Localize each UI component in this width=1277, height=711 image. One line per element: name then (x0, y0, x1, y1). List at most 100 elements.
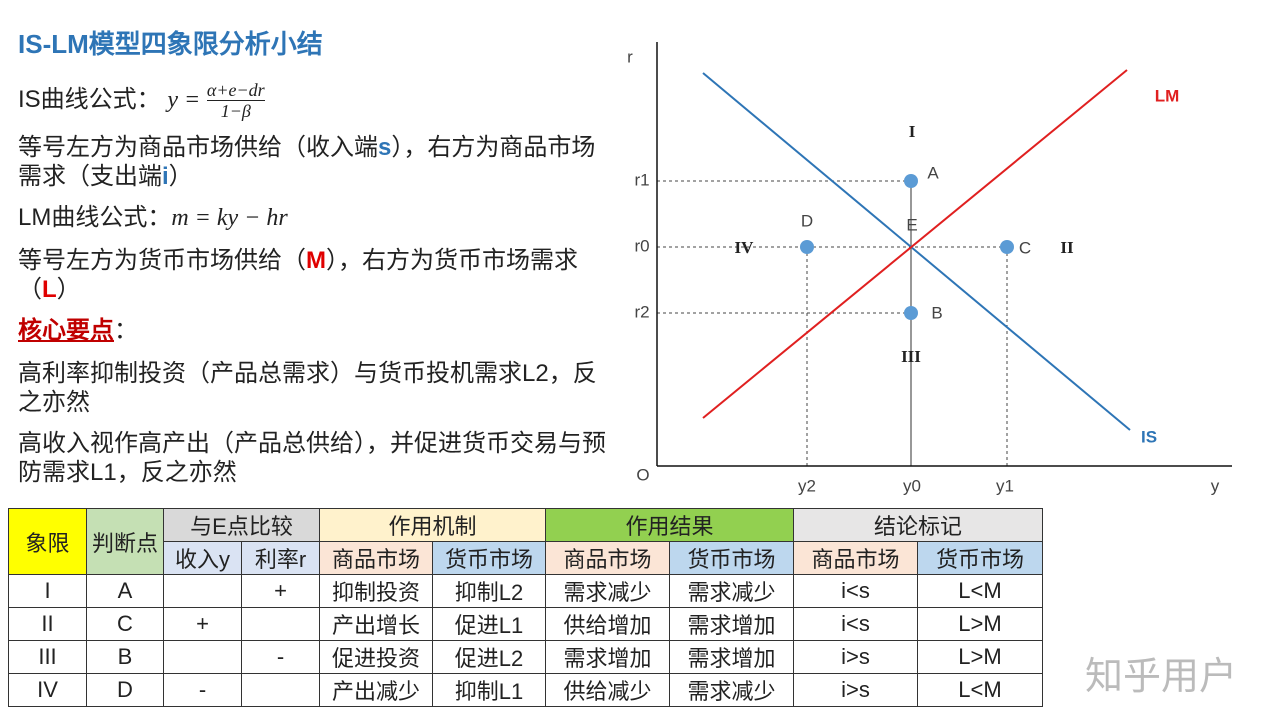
point2: 高收入视作高产出（产品总供给），并促进货币交易与预防需求L1，反之亦然 (18, 430, 606, 486)
para2: 等号左方为货币市场供给（M），右方为货币市场需求（L） (18, 246, 613, 304)
lm-formula: LM曲线公式：m = ky − hr (18, 203, 613, 233)
header-cell: 判断点 (86, 508, 164, 575)
header-row: 象限 判断点 与E点比较 作用机制 作用结果 结论标记 (8, 508, 1043, 575)
row: I A + 抑制投资 抑制L2 需求减少 需求减少 i<s L<M (8, 574, 1043, 608)
cell: - (163, 673, 242, 707)
cell: 需求增加 (669, 640, 794, 674)
cell: + (163, 607, 242, 641)
tick: r1 (634, 170, 649, 189)
tick: r0 (634, 236, 649, 255)
cell: 需求减少 (669, 574, 794, 608)
cell: 促进L2 (432, 640, 546, 674)
cell: 促进投资 (319, 640, 433, 674)
header-cell: 作用机制 (319, 508, 546, 542)
text: 等号左方为商品市场供给（收入端 (18, 134, 378, 161)
row: II C + 产出增长 促进L1 供给增加 需求增加 i<s L>M (8, 607, 1043, 641)
r-label: r (627, 47, 633, 66)
cell: 需求减少 (545, 574, 670, 608)
quadrant: IV (735, 238, 755, 257)
m: M (306, 247, 326, 274)
lm-curve (702, 69, 1128, 419)
text: ），右方为货币市场需求（ (18, 247, 578, 303)
quadrant: II (1060, 238, 1074, 257)
text: ），右方为商品市场需求（支出端 (18, 134, 596, 190)
cell: B (86, 640, 164, 674)
point-label: B (931, 303, 942, 322)
quadrants: I II III IV (735, 122, 1074, 366)
cell: - (241, 640, 320, 674)
guides (657, 180, 1008, 466)
text: 等号左方为货币市场供给（ (18, 247, 306, 274)
cell: 需求增加 (545, 640, 670, 674)
denominator: 1−β (220, 101, 251, 121)
row: IV D - 产出减少 抑制L1 供给减少 需求减少 i>s L<M (8, 673, 1043, 707)
cell (241, 607, 320, 641)
cell: i<s (793, 607, 918, 641)
text: ） (168, 163, 193, 190)
tick: y0 (903, 476, 921, 495)
quadrant: I (909, 122, 916, 141)
cell: D (86, 673, 164, 707)
tick: y1 (996, 476, 1014, 495)
i: i (162, 163, 169, 190)
cell: III (8, 640, 87, 674)
is-label: IS (1141, 427, 1157, 446)
cell: 抑制L1 (432, 673, 546, 707)
is-lm-diagram: r y O y2 y0 y1 r1 r0 r2 LM IS I II III I… (627, 42, 1232, 495)
header-cell: 货币市场 (917, 541, 1043, 575)
header-cell: 货币市场 (432, 541, 546, 575)
key-heading: 核心要点： (18, 316, 613, 345)
lhs: y = (167, 86, 201, 113)
colon: ： (114, 317, 138, 344)
title: IS-LM模型四象限分析小结 (18, 29, 323, 59)
header-cell: 商品市场 (545, 541, 670, 575)
origin: O (636, 465, 649, 484)
cell: 需求减少 (669, 673, 794, 707)
point-label: A (927, 163, 939, 182)
label: LM曲线公式： (18, 204, 172, 231)
quadrant: III (901, 347, 921, 366)
is-curve (702, 72, 1131, 431)
cell: 抑制L2 (432, 574, 546, 608)
cell: i>s (793, 640, 918, 674)
points (800, 174, 1014, 320)
header-cell: 商品市场 (319, 541, 433, 575)
s: s (378, 134, 392, 161)
numerator: α+e−dr (206, 80, 265, 101)
cell: 抑制投资 (319, 574, 433, 608)
point-label: C (1019, 238, 1031, 257)
cell: L>M (917, 640, 1043, 674)
cell: IV (8, 673, 87, 707)
point-label: E (906, 215, 917, 234)
cell: 供给减少 (545, 673, 670, 707)
header-row: 收入y 利率r 商品市场 货币市场 商品市场 货币市场 商品市场 货币市场 (9, 541, 1043, 575)
header-cell: 商品市场 (793, 541, 918, 575)
cell: i>s (793, 673, 918, 707)
header-cell: 作用结果 (545, 508, 794, 542)
cell: i<s (793, 574, 918, 608)
row: III B - 促进投资 促进L2 需求增加 需求增加 i>s L>M (8, 640, 1043, 674)
header-cell: 与E点比较 (163, 508, 320, 542)
header-cell: 收入y (163, 541, 242, 575)
tick: y2 (798, 476, 816, 495)
point-label: D (801, 211, 813, 230)
cell: L>M (917, 607, 1043, 641)
fraction: α+e−dr 1−β (206, 80, 265, 121)
header-cell: 利率r (241, 541, 320, 575)
cell: 促进L1 (432, 607, 546, 641)
cell: 产出增长 (319, 607, 433, 641)
watermark: 知乎用户 (1085, 656, 1238, 698)
is-formula: IS曲线公式： y = α+e−dr 1−β (18, 80, 613, 121)
header-cell: 结论标记 (793, 508, 1043, 542)
header-cell: 象限 (8, 508, 87, 575)
l: L (42, 276, 57, 303)
cell: + (241, 574, 320, 608)
point1: 高利率抑制投资（产品总需求）与货币投机需求L2，反之亦然 (18, 360, 597, 416)
cell: 供给增加 (545, 607, 670, 641)
cell: A (86, 574, 164, 608)
cell: C (86, 607, 164, 641)
tick: r2 (634, 302, 649, 321)
summary-table: 象限 判断点 与E点比较 作用机制 作用结果 结论标记 收入y 利率r 商品市场 货币市场 商品市场… (8, 508, 1043, 707)
cell: L<M (917, 574, 1043, 608)
